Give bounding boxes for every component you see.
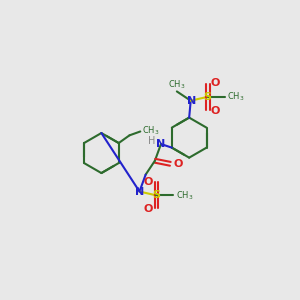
Text: CH$_3$: CH$_3$ — [142, 124, 159, 137]
Text: S: S — [204, 92, 212, 102]
Text: O: O — [211, 78, 220, 88]
Text: CH$_3$: CH$_3$ — [168, 78, 186, 91]
Text: N: N — [156, 139, 166, 149]
Text: O: O — [173, 159, 183, 169]
Text: S: S — [152, 190, 160, 200]
Text: O: O — [211, 106, 220, 116]
Text: O: O — [144, 176, 153, 187]
Text: CH$_3$: CH$_3$ — [176, 189, 193, 202]
Text: N: N — [187, 96, 196, 106]
Text: N: N — [135, 187, 144, 196]
Text: O: O — [144, 204, 153, 214]
Text: H: H — [148, 136, 155, 146]
Text: CH$_3$: CH$_3$ — [227, 91, 244, 103]
